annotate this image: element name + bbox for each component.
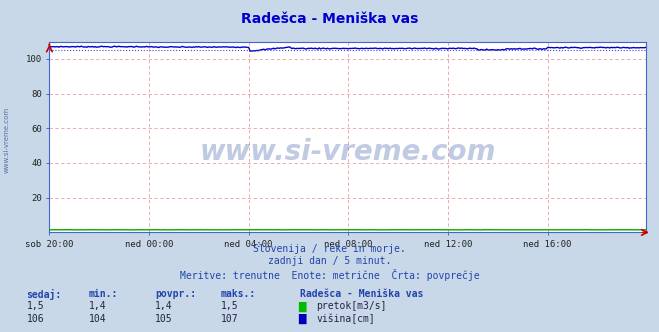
Text: www.si-vreme.com: www.si-vreme.com — [3, 106, 10, 173]
Text: 1,5: 1,5 — [26, 301, 44, 311]
Text: 105: 105 — [155, 314, 173, 324]
Text: 106: 106 — [26, 314, 44, 324]
Text: 1,4: 1,4 — [155, 301, 173, 311]
Text: 107: 107 — [221, 314, 239, 324]
Text: Radešca - Meniška vas: Radešca - Meniška vas — [241, 12, 418, 26]
Text: višina[cm]: višina[cm] — [316, 314, 375, 324]
Text: povpr.:: povpr.: — [155, 289, 196, 299]
Text: 104: 104 — [89, 314, 107, 324]
Text: Slovenija / reke in morje.: Slovenija / reke in morje. — [253, 244, 406, 254]
Text: maks.:: maks.: — [221, 289, 256, 299]
Text: 1,4: 1,4 — [89, 301, 107, 311]
Text: █: █ — [298, 301, 305, 312]
Text: Meritve: trenutne  Enote: metrične  Črta: povprečje: Meritve: trenutne Enote: metrične Črta: … — [180, 269, 479, 281]
Text: www.si-vreme.com: www.si-vreme.com — [200, 138, 496, 166]
Text: min.:: min.: — [89, 289, 119, 299]
Text: █: █ — [298, 314, 305, 324]
Text: sedaj:: sedaj: — [26, 289, 61, 300]
Text: 1,5: 1,5 — [221, 301, 239, 311]
Text: pretok[m3/s]: pretok[m3/s] — [316, 301, 387, 311]
Text: zadnji dan / 5 minut.: zadnji dan / 5 minut. — [268, 256, 391, 266]
Text: Radešca - Meniška vas: Radešca - Meniška vas — [300, 289, 423, 299]
